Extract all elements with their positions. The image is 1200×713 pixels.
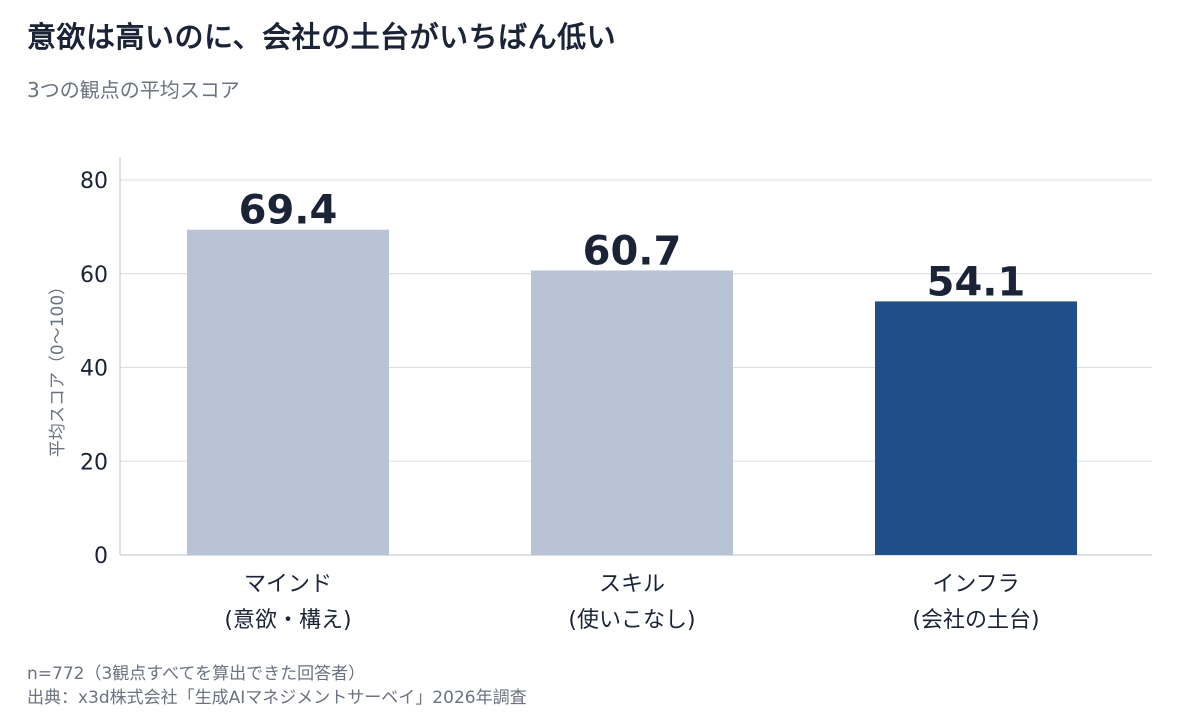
- x-tick-label: インフラ: [932, 572, 1019, 597]
- bar: [187, 229, 389, 555]
- chart-title: 意欲は高いのに、会社の土台がいちばん低い: [27, 20, 617, 54]
- chart-subtitle: 3つの観点の平均スコア: [27, 78, 240, 102]
- sample-note: n=772（3観点すべてを算出できた回答者）: [27, 664, 366, 684]
- data-label: 54.1: [927, 259, 1026, 305]
- y-tick-label: 20: [80, 450, 108, 475]
- y-tick-label: 80: [80, 169, 108, 194]
- data-label: 69.4: [239, 188, 338, 234]
- y-axis-label: 平均スコア（0〜100）: [48, 278, 68, 457]
- y-tick-label: 0: [94, 544, 108, 569]
- x-tick-label: (意欲・構え): [224, 608, 351, 633]
- bar-chart: 0 20 40 60 80 平均スコア（0〜100） 69.4 マインド (意欲・構え) 60.7…: [48, 157, 1152, 633]
- x-tick-label: スキル: [599, 572, 665, 597]
- y-tick-label: 60: [80, 263, 108, 288]
- y-tick-label: 40: [80, 357, 108, 382]
- x-tick-label: (会社の土台): [912, 608, 1039, 633]
- bar: [875, 301, 1077, 555]
- x-tick-label: マインド: [244, 572, 332, 597]
- data-label: 60.7: [583, 228, 682, 274]
- source-note: 出典：x3d株式会社「生成AIマネジメントサーベイ」2026年調査: [27, 688, 527, 708]
- bar: [531, 270, 733, 555]
- x-tick-label: (使いこなし): [568, 608, 695, 633]
